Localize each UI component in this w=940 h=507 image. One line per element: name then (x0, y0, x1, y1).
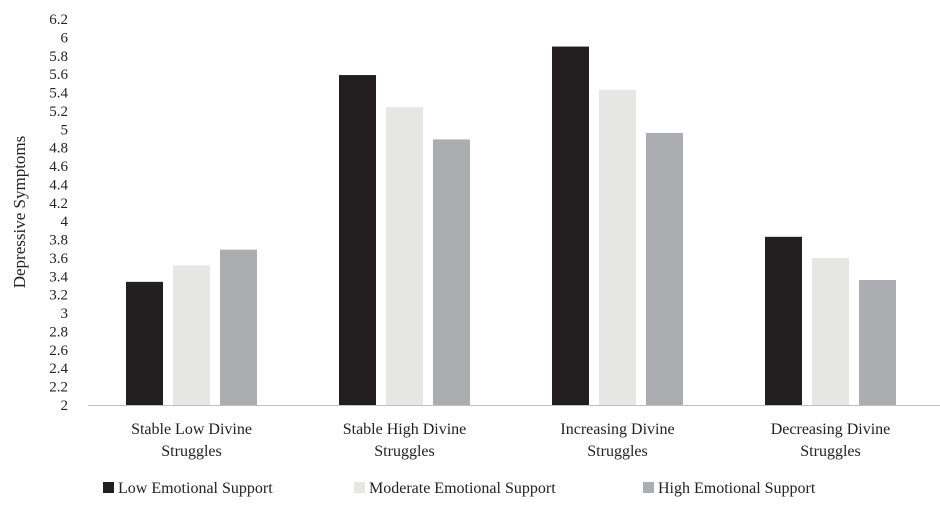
legend-label: Moderate Emotional Support (369, 480, 556, 497)
y-tick-label: 2.6 (49, 343, 68, 359)
y-axis-title: Depressive Symptoms (10, 136, 29, 289)
y-tick-label: 6.2 (49, 12, 68, 28)
y-tick-label: 4 (61, 214, 69, 230)
category-label: Increasing Divine (560, 421, 674, 438)
legend-swatch (103, 482, 114, 493)
y-tick-label: 5.4 (49, 86, 68, 102)
category-label: Stable High Divine (343, 421, 467, 438)
bar-low-emotional-support-3 (765, 236, 802, 405)
y-tick-label: 4.2 (49, 196, 68, 212)
bar-high-emotional-support-2 (646, 132, 683, 405)
bar-low-emotional-support-2 (552, 46, 589, 405)
bar-high-emotional-support-3 (859, 280, 896, 405)
y-tick-label: 2.4 (49, 361, 68, 377)
bar-high-emotional-support-0 (220, 249, 257, 405)
category-label: Struggles (587, 443, 647, 460)
legend: Low Emotional Support Moderate Emotional … (103, 480, 816, 497)
legend-swatch (643, 482, 654, 493)
y-tick-label: 3.6 (49, 251, 68, 267)
bar-moderate-emotional-support-1 (386, 107, 423, 405)
y-tick-label: 5.8 (49, 49, 68, 65)
bar-moderate-emotional-support-2 (599, 89, 636, 406)
y-tick-label: 5.6 (49, 67, 68, 83)
category-label: Struggles (374, 443, 434, 460)
legend-swatch (354, 482, 365, 493)
category-label: Struggles (161, 443, 221, 460)
y-tick-label: 4.4 (49, 177, 68, 193)
y-tick-label: 2.8 (49, 324, 68, 340)
legend-label: High Emotional Support (658, 480, 816, 497)
y-tick-label: 6 (61, 30, 69, 46)
y-tick-label: 3.8 (49, 233, 68, 249)
y-tick-label: 2 (61, 398, 69, 414)
y-tick-label: 2.2 (49, 380, 68, 396)
y-tick-label: 4.6 (49, 159, 68, 175)
y-tick-label: 4.8 (49, 141, 68, 157)
y-tick-label: 5.2 (49, 104, 68, 120)
bar-moderate-emotional-support-3 (812, 257, 849, 405)
bar-moderate-emotional-support-0 (173, 265, 210, 405)
legend-label: Low Emotional Support (118, 480, 273, 497)
category-labels: Stable Low Divine Struggles Stable High Di… (131, 421, 890, 460)
category-label: Struggles (800, 443, 860, 460)
y-tick-label: 3.4 (49, 269, 68, 285)
y-axis: 2 2.2 2.4 2.6 2.8 3 3.2 3.4 3.6 3.8 4 4.2 4.4 4.6 4.8 5… (49, 12, 68, 414)
bar-high-emotional-support-1 (433, 139, 470, 405)
bar-low-emotional-support-0 (126, 281, 163, 405)
y-tick-label: 3.2 (49, 288, 68, 304)
bars (126, 46, 896, 406)
category-label: Stable Low Divine (131, 421, 252, 438)
bar-low-emotional-support-1 (339, 75, 376, 406)
y-tick-label: 5 (61, 122, 69, 138)
y-tick-label: 3 (61, 306, 69, 322)
category-label: Decreasing Divine (771, 421, 891, 438)
